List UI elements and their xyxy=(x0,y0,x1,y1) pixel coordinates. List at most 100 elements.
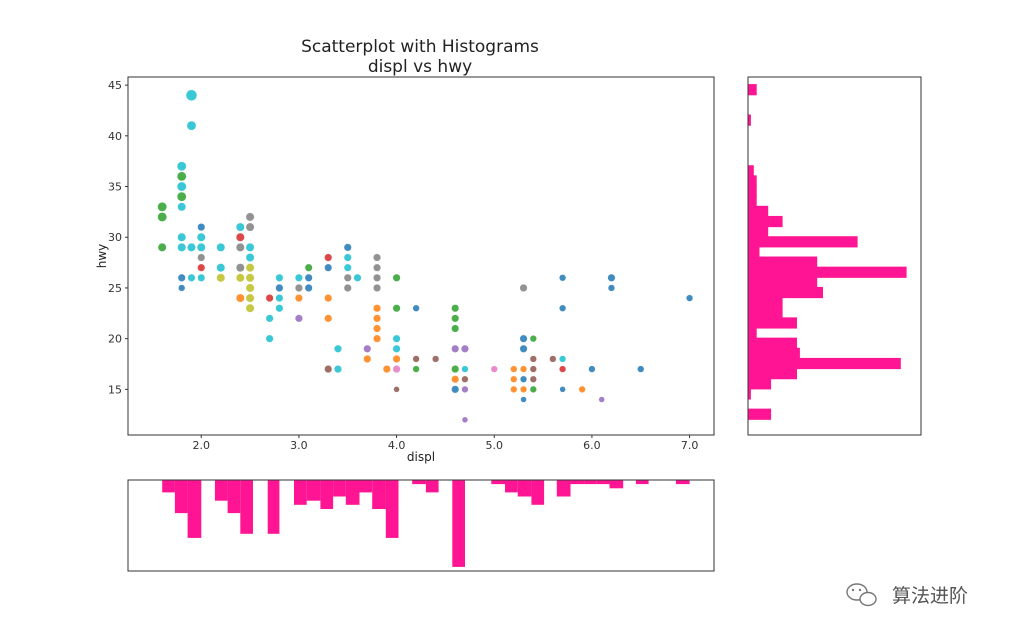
scatter-point xyxy=(324,365,333,374)
scatter-point xyxy=(294,314,303,323)
scatter-point xyxy=(235,263,245,273)
scatter-point xyxy=(373,263,382,272)
scatter-point xyxy=(197,273,206,282)
scatter-point xyxy=(510,385,518,393)
x-axis-label: displ xyxy=(407,450,435,464)
displ-hist-bar xyxy=(372,480,386,509)
displ-hist-bar xyxy=(187,480,202,538)
hwy-hist-bar xyxy=(748,195,757,207)
hwy-hist-bar xyxy=(748,317,797,329)
scatter-point xyxy=(334,365,342,374)
scatter-point xyxy=(235,222,245,232)
hwy-hist-bar xyxy=(748,286,823,299)
scatter-point xyxy=(265,294,274,303)
scatter-point xyxy=(607,284,616,292)
scatter-point xyxy=(304,283,313,292)
scatter-point xyxy=(178,284,186,292)
watermark: 算法进阶 xyxy=(846,583,968,607)
y-tick-label: 20 xyxy=(108,333,122,346)
scatter-point xyxy=(177,242,187,252)
scatter-point xyxy=(529,365,537,373)
scatter-point xyxy=(275,294,284,303)
scatter-point xyxy=(451,314,460,323)
scatter-point xyxy=(235,273,245,283)
displ-hist-bar xyxy=(596,480,610,485)
scatter-point xyxy=(304,273,313,282)
scatter-point xyxy=(197,263,206,272)
scatter-point xyxy=(461,375,469,383)
scatter-point xyxy=(363,354,372,363)
scatter-point xyxy=(529,385,537,393)
scatter-point xyxy=(197,253,206,262)
scatter-point xyxy=(343,273,352,282)
hwy-hist-bar xyxy=(748,205,769,217)
y-tick-label: 15 xyxy=(108,383,122,396)
scatter-point xyxy=(185,89,198,101)
scatter-point xyxy=(549,355,557,363)
scatter-point xyxy=(529,355,537,363)
chart-subtitle: displ vs hwy xyxy=(368,57,472,77)
scatter-point xyxy=(196,242,206,252)
scatter-point xyxy=(451,344,460,353)
hwy-hist-bar xyxy=(748,276,818,288)
displ-histogram xyxy=(162,480,690,567)
scatter-point xyxy=(245,212,255,222)
displ-hist-bar xyxy=(345,480,360,505)
scatter-point xyxy=(461,416,469,423)
scatter-point xyxy=(510,375,518,383)
scatter-point xyxy=(451,375,460,384)
scatter-point xyxy=(294,283,303,292)
scatter-point xyxy=(451,365,460,374)
scatter-point xyxy=(559,304,567,312)
displ-hist-bar xyxy=(174,480,188,514)
displ-hist-bar xyxy=(412,480,426,485)
scatter-point xyxy=(343,253,352,262)
scatter-point xyxy=(216,263,226,273)
scatter-point xyxy=(177,273,186,282)
scatter-point xyxy=(519,385,528,393)
displ-hist-bar xyxy=(227,480,241,514)
scatter-point xyxy=(235,232,245,242)
hwy-hist-bar xyxy=(748,246,760,258)
scatter-point xyxy=(353,273,362,282)
scatter-point xyxy=(177,202,187,212)
scatter-point xyxy=(187,242,196,252)
hwy-hist-bar xyxy=(748,297,783,309)
displ-hist-bar xyxy=(570,480,585,485)
scatter-point xyxy=(343,263,352,272)
scatter-point xyxy=(519,283,528,292)
scatter-point xyxy=(363,344,372,353)
x-tick-label: 5.0 xyxy=(486,439,504,452)
scatter-point xyxy=(197,223,206,232)
scatter-point xyxy=(186,120,197,131)
scatter-point xyxy=(393,386,400,393)
hwy-histogram-frame xyxy=(747,76,922,436)
scatter-point xyxy=(157,212,168,222)
displ-hist-bar xyxy=(517,480,532,497)
scatter-point xyxy=(392,273,401,282)
y-tick-label: 25 xyxy=(108,282,122,295)
scatter-point xyxy=(245,273,255,283)
x-tick-label: 4.0 xyxy=(388,439,406,452)
displ-hist-bar xyxy=(556,480,571,497)
scatter-point xyxy=(245,263,255,273)
scatter-point xyxy=(294,273,303,282)
hwy-hist-bar xyxy=(748,357,901,370)
scatter-point xyxy=(176,161,187,172)
scatter-point xyxy=(461,385,469,393)
hwy-hist-bar xyxy=(748,175,757,187)
scatter-point xyxy=(392,334,401,343)
displ-hist-bar xyxy=(584,480,597,485)
scatter-point xyxy=(392,304,401,313)
scatter-point xyxy=(157,201,168,212)
scatter-axes: 2.0 3.0 4.0 5.0 6.0 7.0 15 20 25 30 35 40 45 xyxy=(108,79,698,452)
hwy-hist-bar xyxy=(748,327,757,339)
scatter-point xyxy=(373,273,382,282)
scatter-point xyxy=(235,242,245,252)
watermark-text: 算法进阶 xyxy=(892,585,968,607)
scatter-frame xyxy=(127,76,715,436)
hwy-hist-bar xyxy=(748,165,754,177)
scatter-point xyxy=(235,293,245,303)
scatter-point xyxy=(519,365,528,373)
x-tick-label: 3.0 xyxy=(290,439,308,452)
